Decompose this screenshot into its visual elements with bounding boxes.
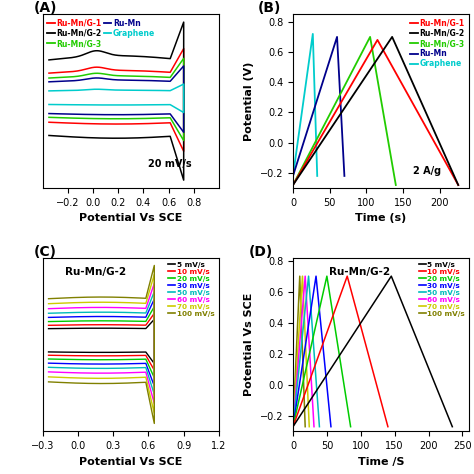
Text: (A): (A) bbox=[34, 1, 57, 16]
Text: 20 mV/s: 20 mV/s bbox=[148, 159, 192, 169]
X-axis label: Potential Vs SCE: Potential Vs SCE bbox=[79, 213, 182, 223]
Text: (C): (C) bbox=[34, 245, 57, 259]
Y-axis label: Potential (V): Potential (V) bbox=[244, 62, 254, 141]
Legend: 5 mV/s, 10 mV/s, 20 mV/s, 30 mV/s, 50 mV/s, 60 mV/s, 70 mV/s, 100 mV/s: 5 mV/s, 10 mV/s, 20 mV/s, 30 mV/s, 50 mV… bbox=[418, 261, 465, 318]
Legend: 5 mV/s, 10 mV/s, 20 mV/s, 30 mV/s, 50 mV/s, 60 mV/s, 70 mV/s, 100 mV/s: 5 mV/s, 10 mV/s, 20 mV/s, 30 mV/s, 50 mV… bbox=[167, 261, 215, 318]
X-axis label: Time /S: Time /S bbox=[358, 456, 404, 466]
Text: (D): (D) bbox=[249, 245, 273, 259]
Legend: Ru-Mn/G-1, Ru-Mn/G-2, Ru-Mn/G-3, Ru-Mn, Graphene: Ru-Mn/G-1, Ru-Mn/G-2, Ru-Mn/G-3, Ru-Mn, … bbox=[410, 18, 465, 69]
X-axis label: Potential Vs SCE: Potential Vs SCE bbox=[79, 456, 182, 466]
Text: Ru-Mn/G-2: Ru-Mn/G-2 bbox=[329, 267, 391, 277]
Text: Ru-Mn/G-2: Ru-Mn/G-2 bbox=[65, 267, 126, 277]
Text: (B): (B) bbox=[258, 1, 281, 16]
Legend: Ru-Mn/G-1, Ru-Mn/G-2, Ru-Mn/G-3, Ru-Mn, Graphene: Ru-Mn/G-1, Ru-Mn/G-2, Ru-Mn/G-3, Ru-Mn, … bbox=[46, 18, 156, 49]
Y-axis label: Potential Vs SCE: Potential Vs SCE bbox=[244, 293, 254, 396]
Text: 2 A/g: 2 A/g bbox=[413, 166, 441, 176]
X-axis label: Time (s): Time (s) bbox=[356, 213, 407, 223]
